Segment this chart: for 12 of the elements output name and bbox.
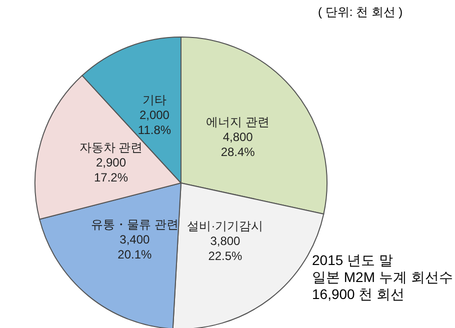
slice-label: 에너지 관련 bbox=[206, 115, 270, 130]
data-label: 2,900 17.2% bbox=[94, 155, 128, 184]
data-label: 2,000 11.8% bbox=[138, 108, 172, 137]
data-label: 3,800 22.5% bbox=[208, 234, 243, 264]
slice-label: 설비·기기감시 bbox=[187, 219, 264, 234]
slice-label: 자동차 관련 bbox=[79, 140, 143, 154]
slice-label: 유통・물류 관련 bbox=[90, 217, 178, 232]
data-label: 3,400 20.1% bbox=[118, 232, 152, 262]
data-label: 4,800 28.4% bbox=[220, 130, 256, 160]
text: ( 단위: 천 회선 ) bbox=[318, 4, 403, 21]
slice-label: 기타 bbox=[142, 92, 166, 107]
text: 2015 년도 말 일본 M2M 누계 회선수 16,900 천 회선 bbox=[312, 252, 453, 303]
